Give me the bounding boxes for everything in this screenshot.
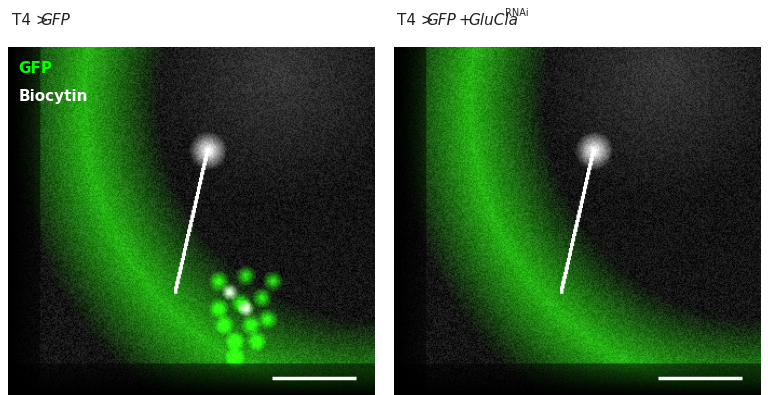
Text: GFP: GFP [425, 13, 455, 28]
Text: GFP: GFP [18, 61, 53, 76]
Text: T4 >: T4 > [12, 13, 53, 28]
Text: GFP: GFP [40, 13, 70, 28]
Text: Biocytin: Biocytin [18, 89, 88, 104]
Text: T4 >: T4 > [397, 13, 439, 28]
Text: +: + [453, 13, 476, 28]
Text: GluCla: GluCla [468, 13, 518, 28]
Text: RNAi: RNAi [505, 8, 528, 18]
